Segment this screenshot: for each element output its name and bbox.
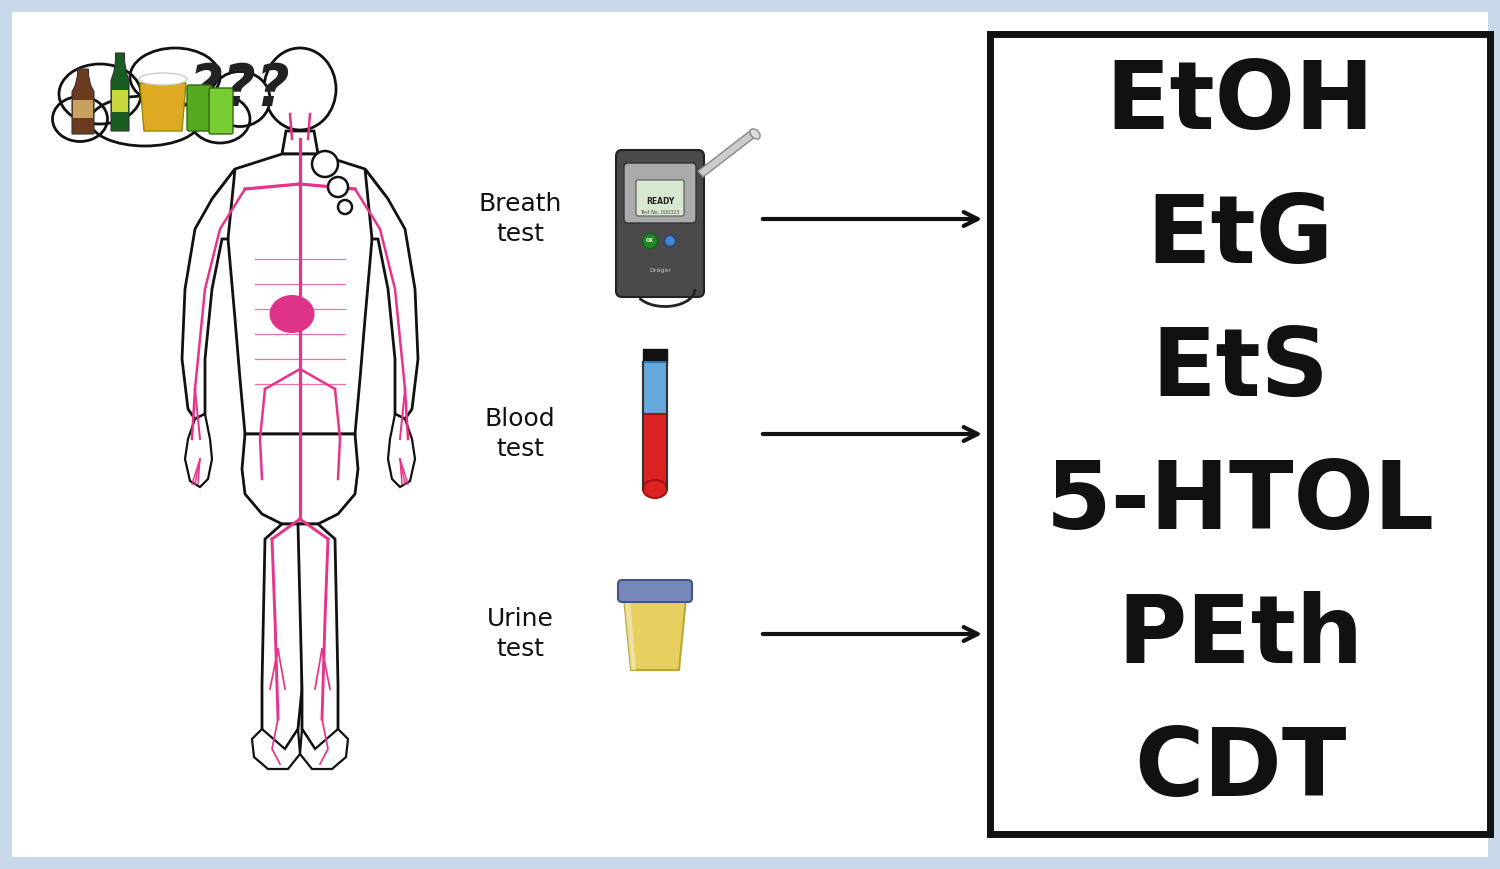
Circle shape — [328, 177, 348, 197]
Ellipse shape — [130, 48, 220, 106]
FancyBboxPatch shape — [624, 163, 696, 223]
Polygon shape — [644, 414, 668, 489]
Ellipse shape — [53, 96, 108, 142]
Text: 5-HTOL: 5-HTOL — [1046, 457, 1434, 549]
Circle shape — [664, 235, 675, 247]
Ellipse shape — [210, 71, 270, 127]
Ellipse shape — [270, 295, 315, 333]
Ellipse shape — [750, 129, 760, 139]
Bar — [74, 100, 93, 118]
Ellipse shape — [140, 73, 188, 85]
Circle shape — [642, 234, 657, 249]
Ellipse shape — [264, 48, 336, 130]
FancyBboxPatch shape — [636, 180, 684, 216]
Polygon shape — [388, 414, 416, 487]
Ellipse shape — [644, 480, 668, 498]
FancyBboxPatch shape — [618, 580, 692, 602]
Text: Test No. 000323: Test No. 000323 — [640, 210, 680, 215]
FancyBboxPatch shape — [616, 150, 704, 297]
Polygon shape — [298, 524, 338, 749]
Ellipse shape — [190, 95, 250, 143]
Polygon shape — [242, 434, 358, 524]
Polygon shape — [624, 598, 636, 670]
Polygon shape — [364, 169, 419, 419]
Polygon shape — [184, 414, 211, 487]
Polygon shape — [72, 69, 94, 134]
FancyBboxPatch shape — [188, 85, 211, 131]
Polygon shape — [644, 362, 668, 414]
Text: Dräger: Dräger — [650, 269, 670, 274]
Polygon shape — [111, 53, 129, 131]
Polygon shape — [698, 131, 754, 177]
Text: ???: ??? — [189, 61, 291, 117]
Text: READY: READY — [646, 197, 674, 206]
Polygon shape — [282, 131, 318, 154]
Text: EtOH: EtOH — [1106, 57, 1374, 149]
Text: Blood
test: Blood test — [484, 408, 555, 461]
Polygon shape — [262, 524, 302, 749]
Text: EtG: EtG — [1146, 190, 1334, 282]
Polygon shape — [252, 729, 300, 769]
Ellipse shape — [58, 64, 141, 124]
Text: Urine
test: Urine test — [486, 607, 554, 660]
Circle shape — [312, 151, 338, 177]
Polygon shape — [644, 349, 668, 362]
Polygon shape — [624, 598, 686, 670]
Polygon shape — [140, 83, 186, 131]
Text: CDT: CDT — [1134, 724, 1346, 816]
Ellipse shape — [90, 96, 200, 146]
Circle shape — [338, 200, 352, 214]
Polygon shape — [182, 169, 236, 419]
Text: EtS: EtS — [1150, 324, 1329, 416]
Bar — [112, 90, 128, 111]
Text: OK: OK — [646, 238, 654, 243]
Text: Breath
test: Breath test — [478, 192, 561, 246]
Polygon shape — [211, 154, 388, 434]
Polygon shape — [300, 729, 348, 769]
Text: PEth: PEth — [1118, 591, 1364, 683]
FancyBboxPatch shape — [209, 88, 232, 134]
Bar — [990, 34, 1490, 834]
